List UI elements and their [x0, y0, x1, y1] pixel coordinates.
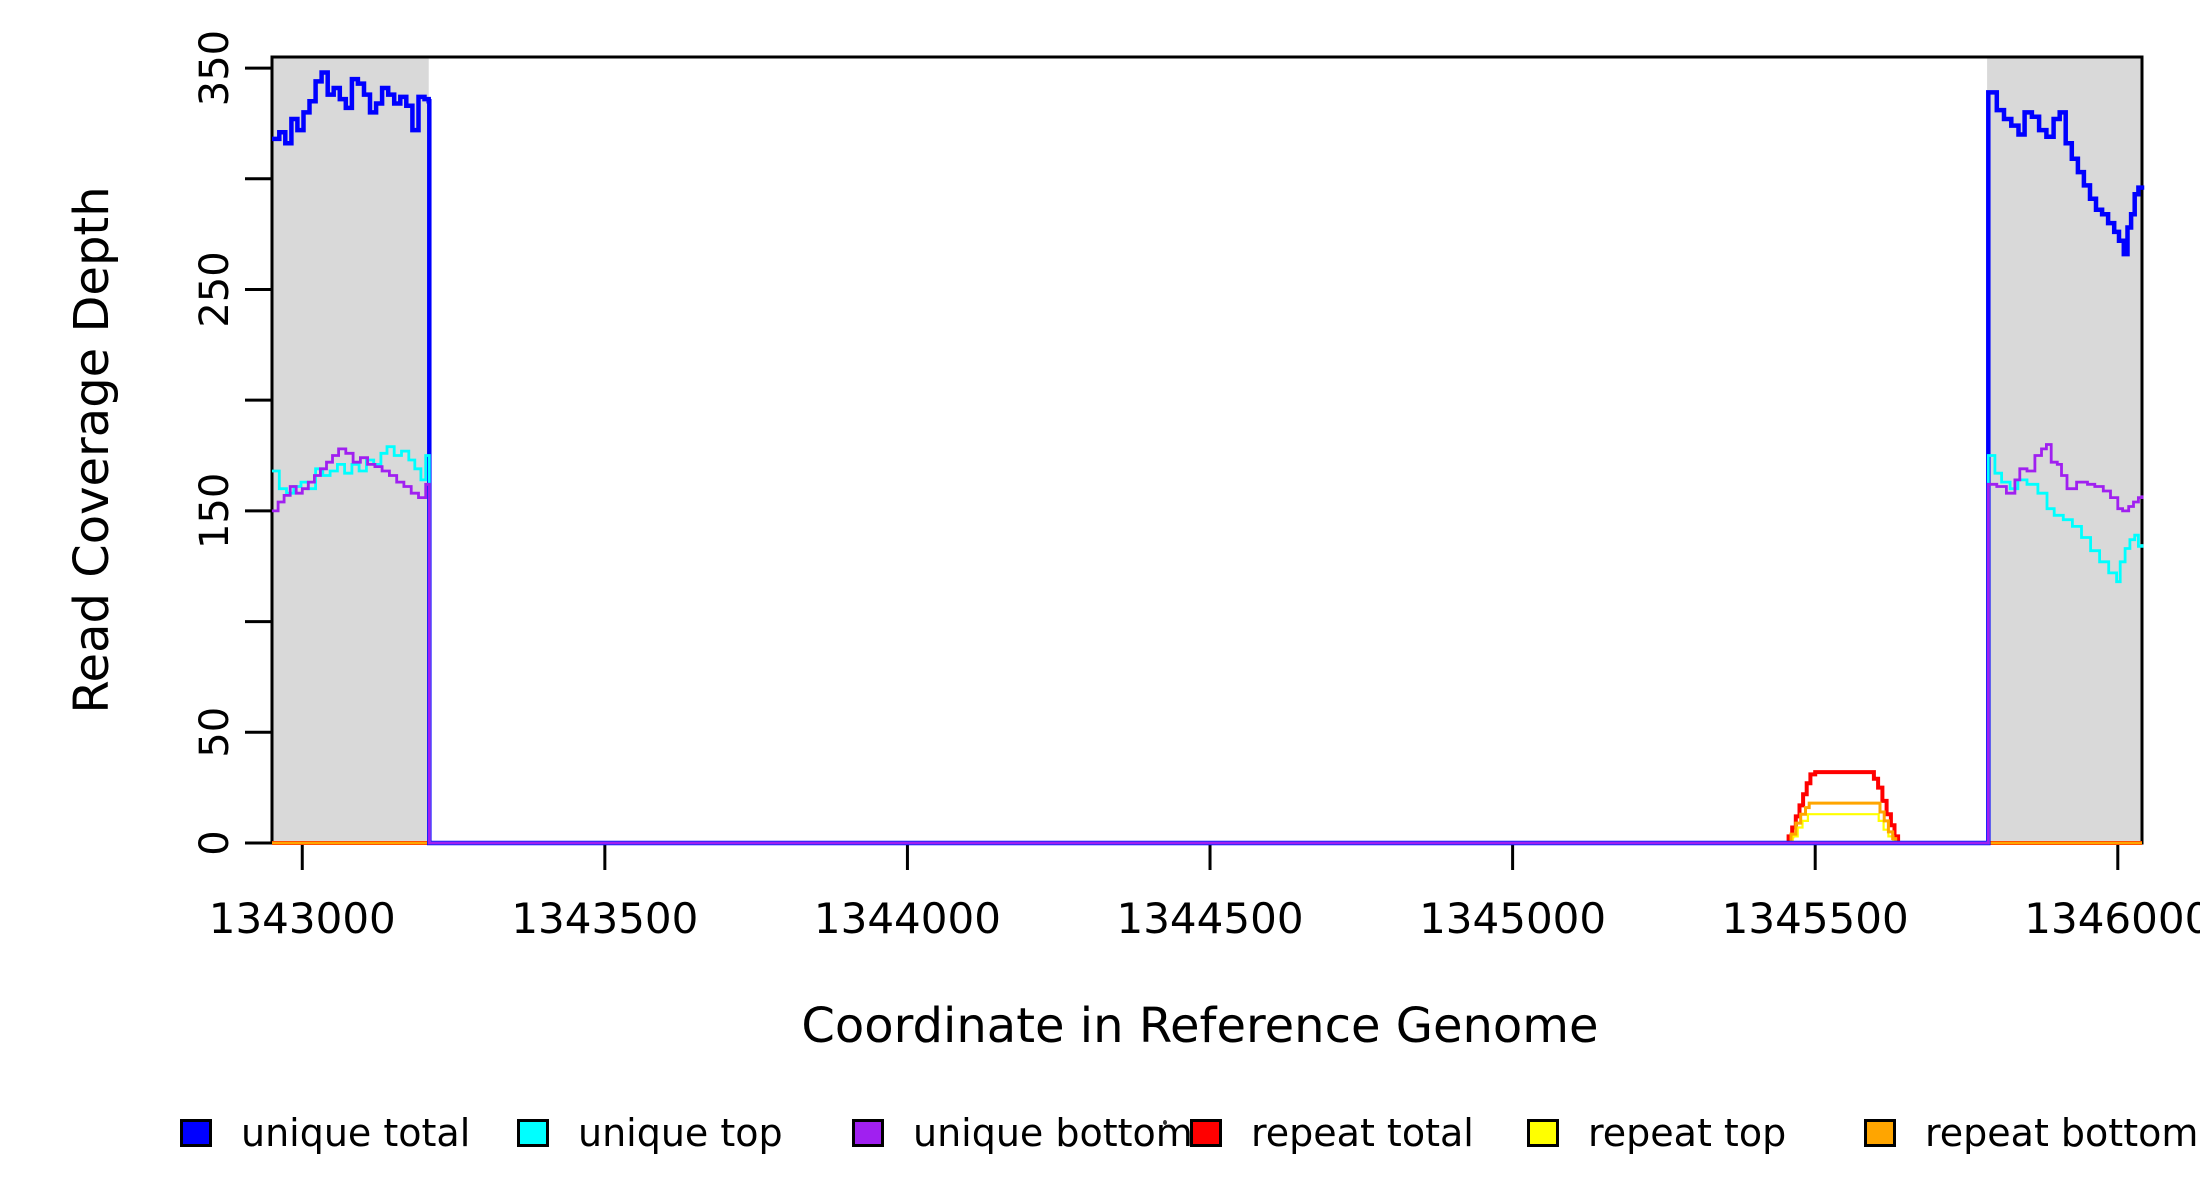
x-axis-title: Coordinate in Reference Genome: [801, 998, 1598, 1054]
x-tick-label: 1343500: [511, 894, 698, 943]
y-tick-label: 150: [192, 473, 238, 549]
series-line-unique-total: [272, 70, 2145, 846]
legend-label: unique total: [241, 1111, 471, 1155]
legend-swatch-repeat-bottom: [1864, 1119, 1896, 1147]
x-tick-label: 1345500: [1722, 894, 1909, 943]
y-tick-label: 0: [192, 830, 238, 855]
legend-swatch-unique-top: [517, 1119, 549, 1147]
legend-item-unique-bottom: unique bottom: [852, 1110, 1193, 1156]
legend-label: repeat top: [1588, 1111, 1787, 1155]
stray-dot: [1163, 1120, 1167, 1125]
series-line-repeat-top: [272, 813, 2142, 845]
legend-label: unique bottom: [913, 1111, 1193, 1155]
series-line-repeat-total: [272, 770, 2142, 845]
y-tick-label: 350: [192, 30, 238, 106]
x-tick-label: 1343000: [209, 894, 396, 943]
series-line-unique-bottom: [272, 443, 2144, 845]
data-series-layer: [272, 70, 2145, 846]
legend-label: unique top: [578, 1111, 783, 1155]
x-tick-label: 1345000: [1419, 894, 1606, 943]
legend-item-unique-top: unique top: [517, 1110, 783, 1156]
legend-label: repeat bottom: [1925, 1111, 2199, 1155]
x-tick-label: 1344500: [1116, 894, 1303, 943]
legend-swatch-repeat-top: [1527, 1119, 1559, 1147]
y-axis-title: Read Coverage Depth: [64, 186, 120, 713]
legend-item-unique-total: unique total: [180, 1110, 470, 1156]
legend-swatch-unique-total: [180, 1119, 212, 1147]
x-tick-label: 1346000: [2024, 894, 2200, 943]
legend-swatch-unique-bottom: [852, 1119, 884, 1147]
series-line-unique-top: [272, 445, 2144, 845]
y-tick-label: 250: [192, 251, 238, 327]
axis-ticks-layer: 1343000 1343500 1344000 1344500 1345000 13455…: [192, 30, 2200, 943]
legend-item-repeat-top: repeat top: [1527, 1110, 1786, 1156]
legend-item-repeat-bottom: repeat bottom: [1864, 1110, 2198, 1156]
legend-swatch-repeat-total: [1190, 1119, 1222, 1147]
shaded-regions-layer: [272, 57, 2142, 843]
legend-item-repeat-total: repeat total: [1190, 1110, 1474, 1156]
plot-box: [270, 55, 2144, 845]
x-tick-label: 1344000: [814, 894, 1001, 943]
legend-label: repeat total: [1251, 1111, 1474, 1155]
y-tick-label: 50: [192, 707, 238, 758]
right-repeat-flank-shading: [1987, 57, 2142, 843]
series-line-repeat-bottom: [272, 801, 2142, 845]
